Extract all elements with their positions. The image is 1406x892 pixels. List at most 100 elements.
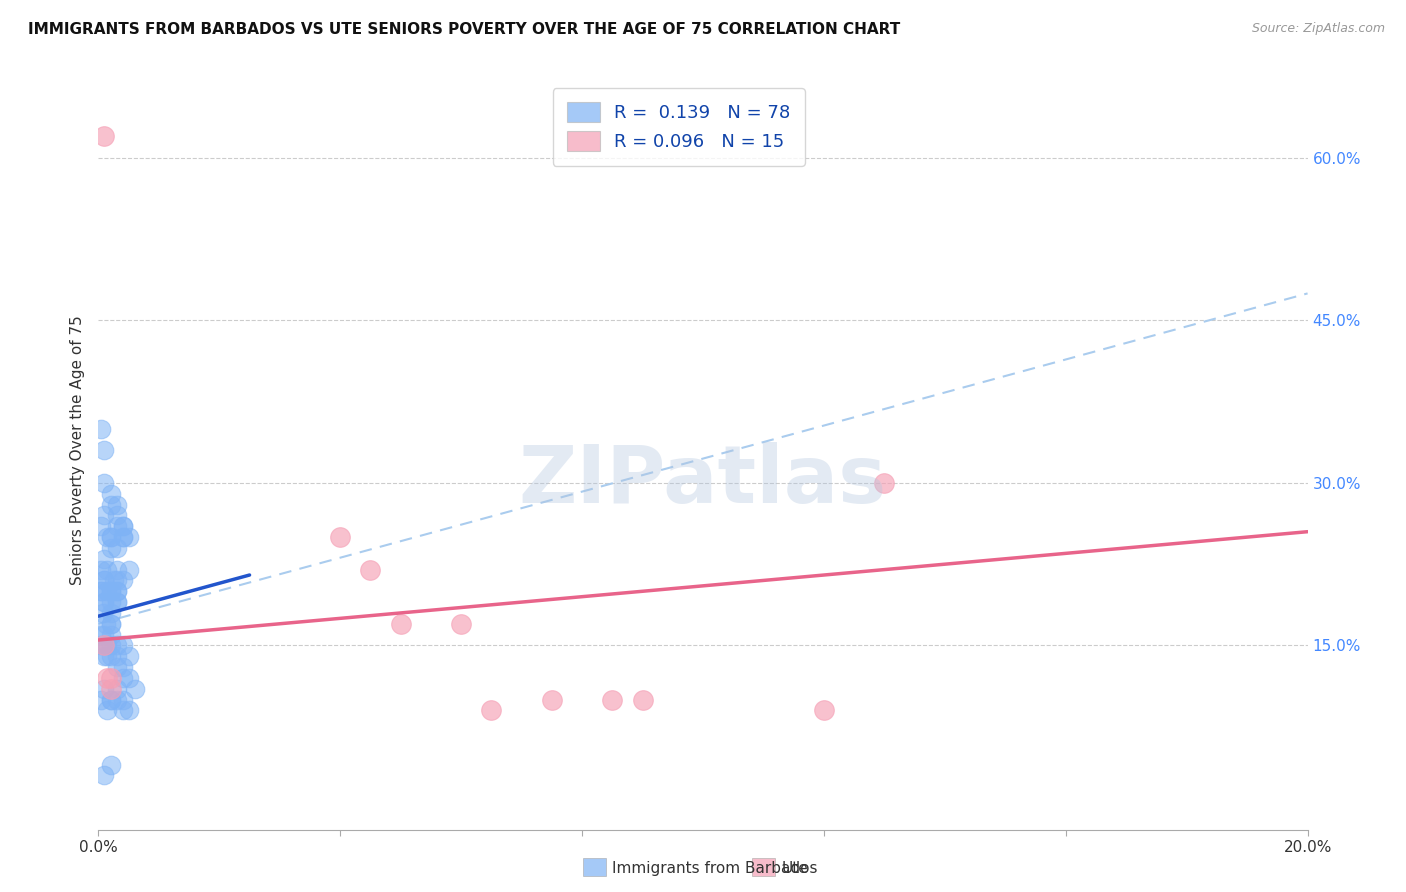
Point bbox=[118, 703, 141, 717]
Text: ZIPatlas: ZIPatlas bbox=[519, 442, 887, 520]
Point bbox=[96, 584, 118, 599]
Point bbox=[90, 692, 112, 706]
Point bbox=[111, 660, 134, 674]
Point bbox=[100, 498, 122, 512]
Point bbox=[105, 519, 128, 533]
Point bbox=[111, 530, 134, 544]
Text: IMMIGRANTS FROM BARBADOS VS UTE SENIORS POVERTY OVER THE AGE OF 75 CORRELATION C: IMMIGRANTS FROM BARBADOS VS UTE SENIORS … bbox=[28, 22, 900, 37]
Point bbox=[100, 487, 122, 501]
Point bbox=[93, 129, 115, 144]
Point bbox=[389, 616, 412, 631]
Point bbox=[96, 649, 118, 664]
Point bbox=[90, 639, 112, 653]
Point bbox=[111, 530, 134, 544]
Point bbox=[93, 649, 115, 664]
Point bbox=[111, 519, 134, 533]
Point bbox=[105, 681, 128, 696]
Point bbox=[873, 475, 896, 490]
Point bbox=[100, 639, 122, 653]
Point bbox=[105, 584, 128, 599]
Point bbox=[360, 563, 382, 577]
Point bbox=[90, 584, 112, 599]
Point bbox=[90, 519, 112, 533]
Point bbox=[100, 606, 122, 620]
Point bbox=[91, 606, 114, 620]
Point bbox=[100, 530, 122, 544]
Y-axis label: Seniors Poverty Over the Age of 75: Seniors Poverty Over the Age of 75 bbox=[69, 316, 84, 585]
Point bbox=[90, 584, 112, 599]
Point bbox=[111, 639, 134, 653]
Point bbox=[631, 692, 654, 706]
Point bbox=[105, 692, 128, 706]
Point bbox=[93, 443, 115, 458]
Point bbox=[93, 627, 115, 641]
Point bbox=[105, 508, 128, 523]
Point bbox=[100, 649, 122, 664]
Point bbox=[111, 703, 134, 717]
Point bbox=[105, 574, 128, 588]
Point bbox=[90, 627, 112, 641]
Point bbox=[103, 574, 125, 588]
Point bbox=[93, 639, 115, 653]
Point bbox=[93, 508, 115, 523]
Point bbox=[93, 681, 115, 696]
Point bbox=[105, 649, 128, 664]
Point bbox=[96, 703, 118, 717]
Point bbox=[105, 584, 128, 599]
Point bbox=[100, 681, 122, 696]
Legend: R =  0.139   N = 78, R = 0.096   N = 15: R = 0.139 N = 78, R = 0.096 N = 15 bbox=[553, 88, 804, 166]
Point bbox=[105, 563, 128, 577]
Point bbox=[100, 671, 122, 685]
Point bbox=[481, 703, 503, 717]
Point bbox=[93, 551, 115, 566]
Point bbox=[93, 475, 115, 490]
Point bbox=[602, 692, 624, 706]
Point bbox=[93, 595, 115, 609]
Point bbox=[93, 768, 115, 782]
Point bbox=[540, 692, 562, 706]
Point bbox=[93, 574, 115, 588]
Point bbox=[93, 574, 115, 588]
Point bbox=[105, 660, 128, 674]
Point bbox=[111, 574, 134, 588]
Point bbox=[93, 639, 115, 653]
Point bbox=[94, 616, 117, 631]
Point bbox=[105, 639, 128, 653]
Point bbox=[450, 616, 472, 631]
Point bbox=[118, 563, 141, 577]
Point bbox=[105, 595, 128, 609]
Point bbox=[111, 692, 134, 706]
Point bbox=[100, 616, 122, 631]
Point bbox=[100, 584, 122, 599]
Text: Source: ZipAtlas.com: Source: ZipAtlas.com bbox=[1251, 22, 1385, 36]
Point bbox=[118, 671, 141, 685]
Point bbox=[96, 639, 118, 653]
Point bbox=[813, 703, 835, 717]
Point bbox=[105, 498, 128, 512]
Point bbox=[105, 595, 128, 609]
Point bbox=[100, 692, 122, 706]
Point bbox=[329, 530, 352, 544]
Text: Ute: Ute bbox=[782, 862, 808, 876]
Point bbox=[111, 519, 134, 533]
Point bbox=[90, 563, 112, 577]
Point bbox=[100, 541, 122, 555]
Point bbox=[100, 692, 122, 706]
Point bbox=[124, 681, 146, 696]
Text: Immigrants from Barbados: Immigrants from Barbados bbox=[612, 862, 817, 876]
Point bbox=[100, 616, 122, 631]
Point bbox=[96, 530, 118, 544]
Point bbox=[100, 757, 122, 772]
Point bbox=[118, 649, 141, 664]
Point bbox=[96, 671, 118, 685]
Point bbox=[100, 595, 122, 609]
Point bbox=[100, 530, 122, 544]
Point bbox=[105, 541, 128, 555]
Point bbox=[111, 671, 134, 685]
Point bbox=[90, 422, 112, 436]
Point bbox=[100, 627, 122, 641]
Point bbox=[118, 530, 141, 544]
Point bbox=[93, 595, 115, 609]
Point bbox=[100, 584, 122, 599]
Point bbox=[96, 563, 118, 577]
